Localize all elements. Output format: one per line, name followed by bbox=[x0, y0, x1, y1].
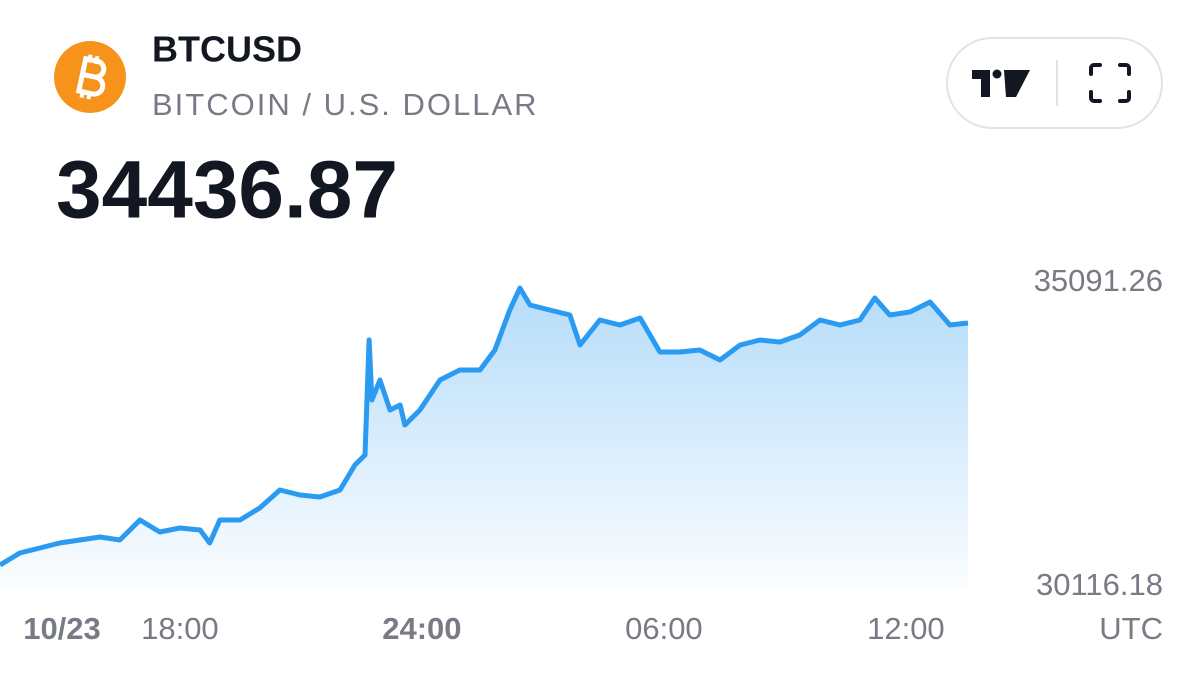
symbol-subtitle: BITCOIN / U.S. DOLLAR bbox=[152, 87, 539, 122]
x-tick-label: 06:00 bbox=[625, 611, 703, 646]
area-fill bbox=[0, 288, 968, 587]
toolbar bbox=[946, 37, 1163, 129]
y-tick-label: 30116.18 bbox=[1036, 567, 1163, 602]
price-line bbox=[0, 285, 969, 568]
symbol-title: BTCUSD bbox=[152, 29, 302, 70]
date-label: 10/23 bbox=[23, 611, 101, 646]
x-tick-label: 18:00 bbox=[141, 611, 219, 646]
y-tick-label: 35091.26 bbox=[1034, 263, 1163, 298]
timezone-label: UTC bbox=[1099, 611, 1163, 646]
bitcoin-logo bbox=[54, 41, 126, 113]
fullscreen-button[interactable] bbox=[1080, 55, 1140, 111]
last-price: 34436.87 bbox=[56, 145, 398, 236]
plot: 35091.26 30116.18 18:00 24:00 06:00 12:00 10/2… bbox=[0, 263, 1163, 646]
tradingview-button[interactable] bbox=[965, 55, 1045, 111]
x-tick-label: 24:00 bbox=[382, 611, 461, 646]
x-tick-label: 12:00 bbox=[867, 611, 945, 646]
